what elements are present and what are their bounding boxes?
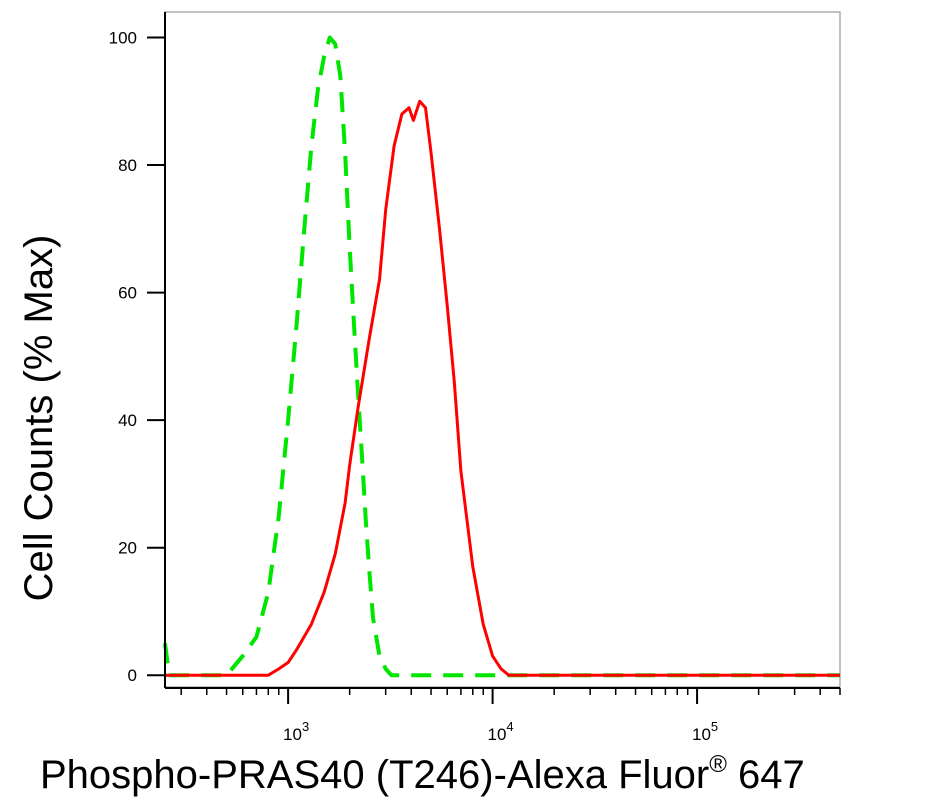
x-tick-label: 103 <box>283 719 309 744</box>
series-line-control-dashed <box>163 35 840 678</box>
y-tick-label: 100 <box>109 29 137 48</box>
x-axis-title-main: Phospho-PRAS40 (T246)-Alexa Fluor <box>40 753 709 797</box>
plot-frame <box>164 11 841 688</box>
x-tick-label: 104 <box>488 719 514 744</box>
series-line-sample-solid <box>165 99 840 677</box>
x-axis-title: Phospho-PRAS40 (T246)-Alexa Fluor® 647 <box>40 751 805 797</box>
y-tick-label: 60 <box>118 284 137 303</box>
y-tick-label: 20 <box>118 539 137 558</box>
y-tick-label: 40 <box>118 411 137 430</box>
x-tick-label: 105 <box>692 719 718 744</box>
x-axis-title-registered-mark: ® <box>709 751 727 778</box>
x-ticks: 103 104 105 <box>180 688 841 744</box>
x-axis-title-suffix: 647 <box>727 753 805 797</box>
y-ticks: 0 20 40 60 80 100 <box>109 29 165 685</box>
y-tick-label: 0 <box>128 666 137 685</box>
y-tick-label: 80 <box>118 156 137 175</box>
series-layer <box>163 35 840 678</box>
y-axis-title: Cell Counts (% Max) <box>17 235 61 602</box>
